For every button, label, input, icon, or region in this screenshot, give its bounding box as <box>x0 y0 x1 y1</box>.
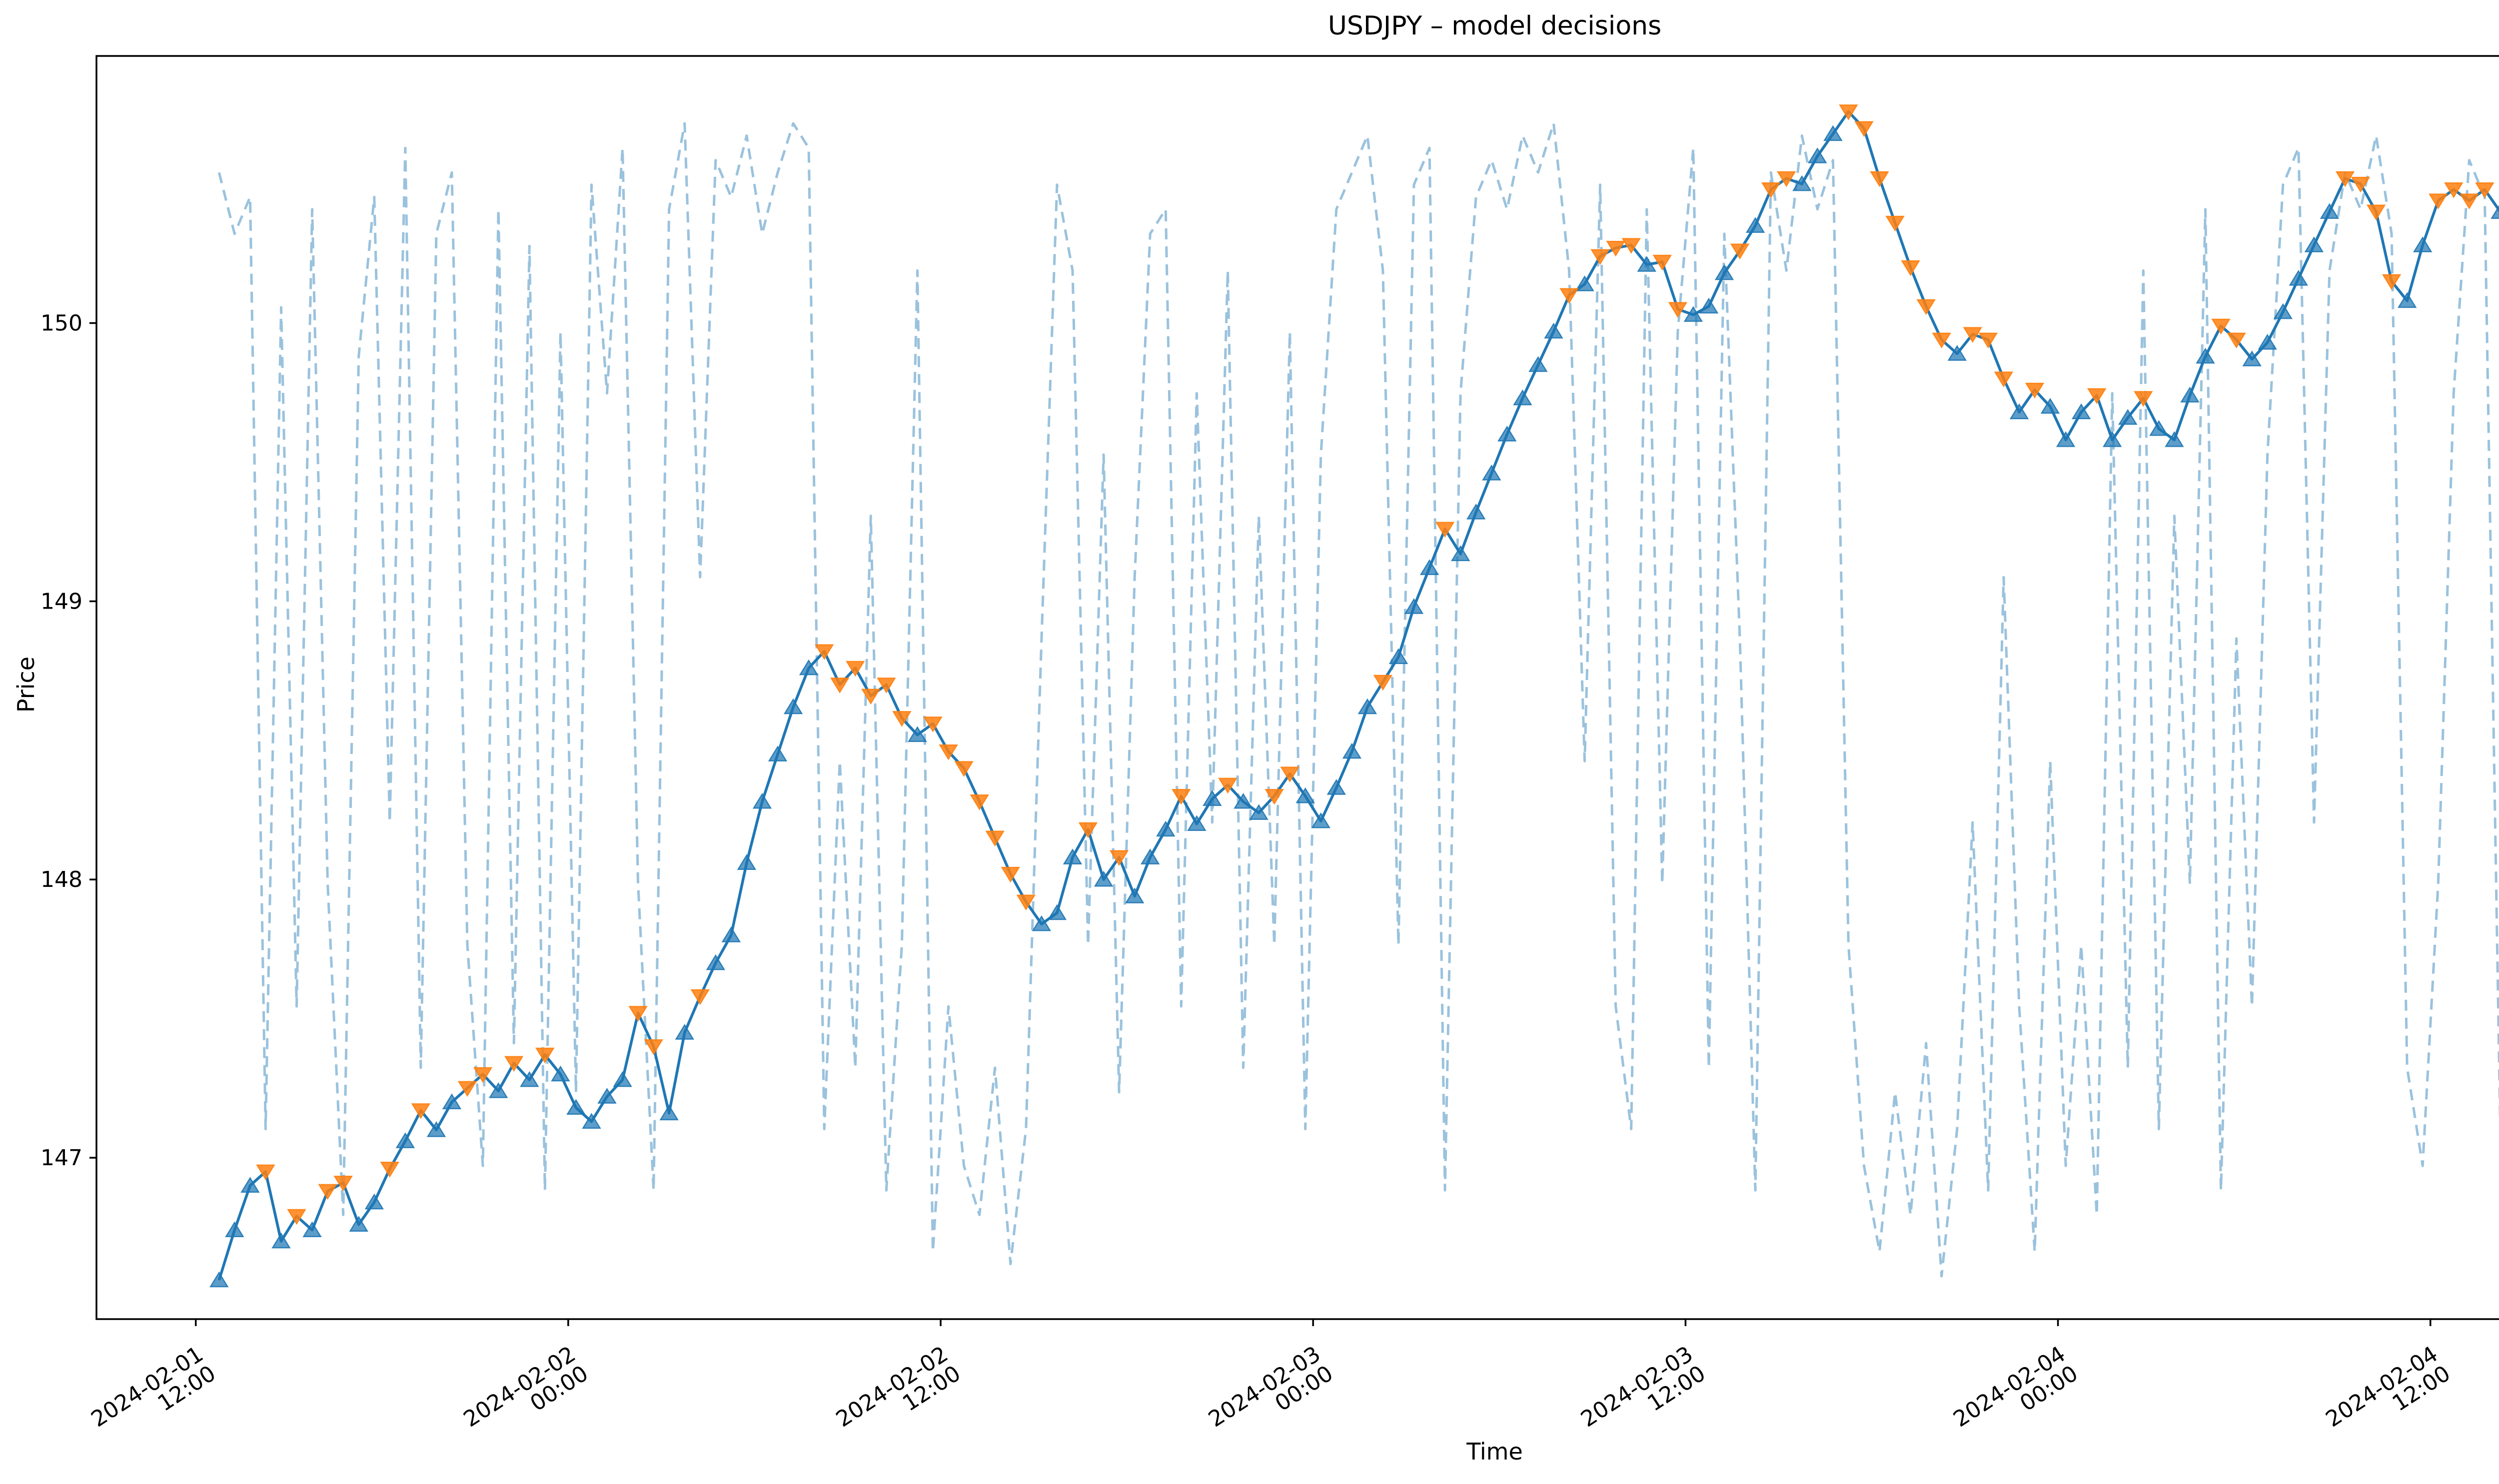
price-line <box>217 110 2499 1281</box>
x-tick-label: 2024-02-0312:00 <box>1576 1341 1710 1452</box>
sell-markers <box>256 104 2495 1225</box>
buy-markers <box>209 125 2499 1288</box>
chart-title: USDJPY – model decisions <box>1327 11 1662 41</box>
x-axis-ticks: 2024-02-0112:00 2024-02-0200:00 2024-02-02… <box>86 1319 2455 1452</box>
y-tick-label: 148 <box>40 867 82 892</box>
y-tick-label: 149 <box>40 589 82 614</box>
y-axis-ticks-price: 147 148 149 150 <box>40 311 96 1171</box>
y-tick-label: 147 <box>40 1145 82 1171</box>
x-tick-label: 2024-02-0112:00 <box>86 1341 220 1452</box>
y-tick-label: 150 <box>40 311 82 336</box>
y-axis-label-price: Price <box>12 656 39 713</box>
x-tick-label: 2024-02-0412:00 <box>2321 1341 2455 1452</box>
x-axis-label: Time <box>1466 1438 1523 1465</box>
x-tick-label: 2024-02-0400:00 <box>1949 1341 2082 1452</box>
x-tick-label: 2024-02-0200:00 <box>459 1341 593 1452</box>
x-tick-label: 2024-02-0300:00 <box>1204 1341 1337 1452</box>
pbuy-series <box>217 122 2499 1278</box>
x-tick-label: 2024-02-0212:00 <box>832 1341 965 1452</box>
price-series <box>209 104 2499 1288</box>
axes <box>95 55 2499 1320</box>
pbuy-dashed-line <box>217 122 2499 1278</box>
plot-border <box>95 55 2499 1320</box>
